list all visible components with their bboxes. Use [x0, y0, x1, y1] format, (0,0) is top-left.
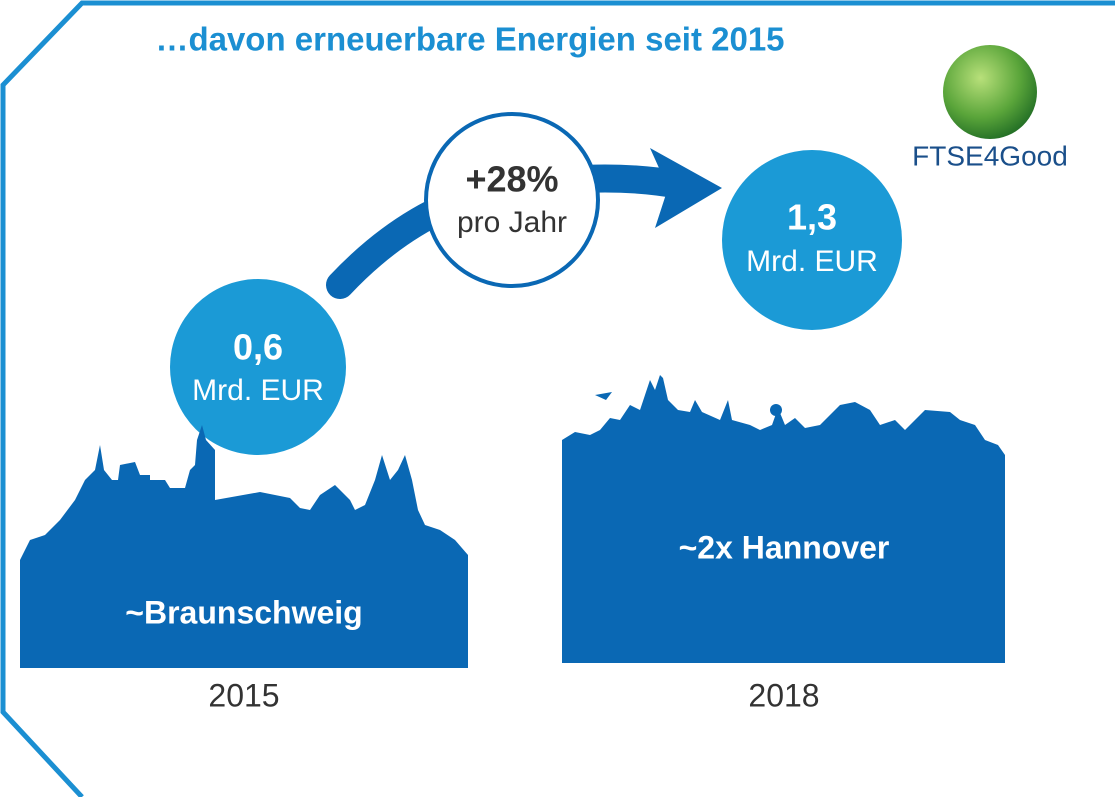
- logo-label: FTSE4Good: [912, 140, 1068, 171]
- title: …davon erneuerbare Energien seit 2015: [155, 21, 784, 58]
- growth-rate: +28%: [465, 159, 558, 200]
- growth-circle: [426, 114, 598, 286]
- skyline-hannover: [562, 375, 1005, 663]
- amount-unit: Mrd. EUR: [192, 374, 324, 407]
- frame: [3, 3, 1115, 797]
- city-label: ~Braunschweig: [125, 594, 362, 630]
- year-label: 2015: [208, 677, 279, 713]
- page: …davon erneuerbare Energien seit 2015 FT…: [0, 0, 1115, 797]
- city-label: ~2x Hannover: [679, 529, 890, 565]
- amount-unit: Mrd. EUR: [746, 245, 878, 278]
- amount: 1,3: [787, 197, 837, 238]
- amount-circle: [722, 150, 902, 330]
- logo-globe: [943, 45, 1037, 139]
- amount: 0,6: [233, 327, 283, 368]
- skyline-braunschweig: [20, 425, 468, 668]
- year-label: 2018: [748, 677, 819, 713]
- growth-unit: pro Jahr: [457, 206, 567, 239]
- slide: …davon erneuerbare Energien seit 2015 FT…: [0, 0, 1115, 797]
